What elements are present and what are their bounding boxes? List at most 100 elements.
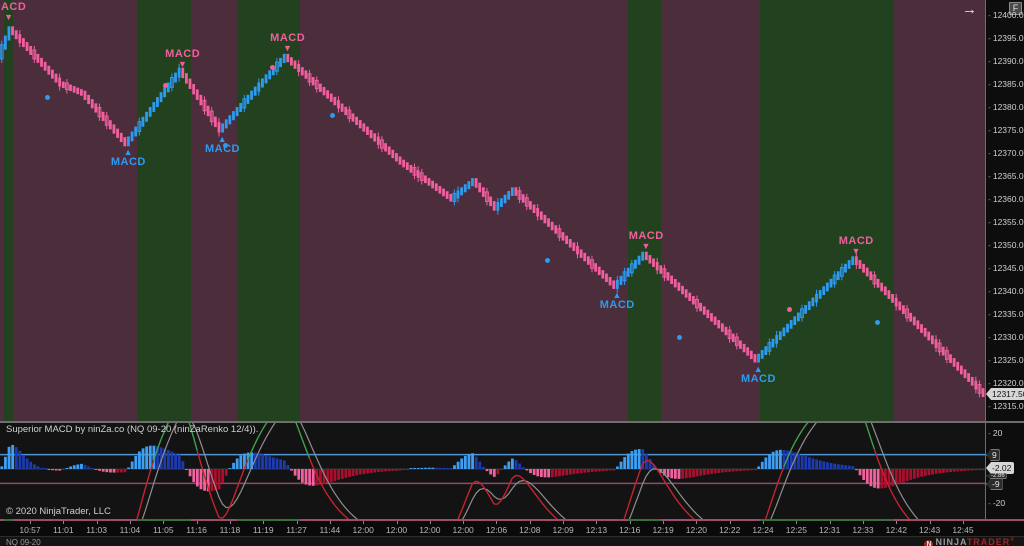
time-tick <box>163 521 165 524</box>
time-label: 12:22 <box>719 525 741 535</box>
time-tick <box>696 521 698 524</box>
time-tick <box>396 521 398 524</box>
time-tick <box>496 521 498 524</box>
macd-signal-label: MACD <box>838 234 874 247</box>
panel-splitter[interactable] <box>0 421 1024 423</box>
down-triangle-icon: ▼ <box>4 11 14 22</box>
price-tick: -12400.00 <box>988 10 1024 20</box>
time-tick <box>896 521 898 524</box>
lower-band-badge: -9 <box>986 478 1003 490</box>
price-tick: -12350.00 <box>988 240 1024 250</box>
time-label: 12:45 <box>952 525 974 535</box>
session-strip-seg <box>628 519 661 521</box>
time-axis[interactable]: 10:57 11:01 11:03 11:04 11:05 11:16 11:18 11:19… <box>0 521 1024 536</box>
price-axis[interactable]: F -12400.00 -12395.00 -12390.00 -12385.00 -1… <box>985 0 1024 519</box>
time-label: 11:44 <box>319 525 341 535</box>
time-tick <box>463 521 465 524</box>
time-tick <box>563 521 565 524</box>
blue-dot-signal <box>545 258 550 263</box>
time-tick <box>96 521 98 524</box>
time-label: 12:00 <box>352 525 374 535</box>
macd-sell-signal: MACD▼ <box>0 1 26 22</box>
time-label: 12:09 <box>552 525 574 535</box>
macd-signal-label: MACD <box>270 31 306 44</box>
time-tick <box>829 521 831 524</box>
session-stripe <box>4 0 13 421</box>
time-label: 12:24 <box>752 525 774 535</box>
macd-signal-label: MACD <box>165 47 201 60</box>
time-label: 12:13 <box>585 525 608 535</box>
blue-dot-signal <box>875 320 880 325</box>
price-tick: -12330.00 <box>988 332 1024 342</box>
macd-buy-signal: ▲ MACD <box>599 290 635 312</box>
time-label: 12:16 <box>619 525 641 535</box>
current-price-badge: 12317.50 <box>986 388 1024 400</box>
time-label: 12:31 <box>819 525 841 535</box>
blue-dot-signal <box>45 95 50 100</box>
time-tick <box>429 521 431 524</box>
price-tick: -12315.00 <box>988 401 1024 411</box>
session-strip-seg <box>137 519 191 521</box>
macd-signal-label: MACD <box>599 299 635 312</box>
price-tick: -12375.00 <box>988 125 1024 135</box>
up-triangle-icon: ▲ <box>753 364 764 375</box>
time-tick <box>796 521 798 524</box>
time-label: 12:33 <box>852 525 874 535</box>
up-triangle-icon: ▲ <box>217 133 228 144</box>
up-triangle-icon: ▲ <box>123 146 134 157</box>
time-label: 10:57 <box>19 525 41 535</box>
price-tick: -12320.00 <box>988 378 1024 388</box>
time-tick <box>263 521 265 524</box>
time-label: 12:08 <box>519 525 541 535</box>
down-triangle-icon: ▼ <box>851 245 861 256</box>
bottom-session-strip <box>0 519 1024 521</box>
macd-sell-signal: MACD▼ <box>629 230 664 251</box>
time-tick <box>863 521 864 524</box>
time-tick <box>596 521 598 524</box>
price-tick: -12325.00 <box>988 355 1024 365</box>
time-label: 12:42 <box>885 525 907 535</box>
time-tick <box>296 521 298 524</box>
ind-axis-bottom: - -20 <box>988 498 1006 508</box>
macd-plot <box>0 423 985 519</box>
macd-sell-signal: MACD▼ <box>165 47 201 69</box>
time-tick <box>329 521 331 524</box>
tab-instrument[interactable]: NQ 09-20 <box>6 538 41 546</box>
time-tick <box>196 521 198 524</box>
signal-value-badge: -2.86 <box>986 473 1007 479</box>
time-tick <box>229 521 231 524</box>
time-label: 12:00 <box>385 525 408 535</box>
time-tick <box>729 521 731 524</box>
upper-band-badge: 9 <box>986 449 1000 461</box>
renko-candles <box>0 26 985 398</box>
time-label: 12:00 <box>452 525 474 535</box>
price-tick: -12365.00 <box>988 171 1024 181</box>
time-tick <box>129 521 131 524</box>
macd-sell-signal: MACD▼ <box>838 234 874 256</box>
session-strip-seg <box>237 519 300 521</box>
time-label: 11:19 <box>252 525 274 535</box>
macd-signal-label: MACD <box>110 155 146 168</box>
time-label: 12:00 <box>419 525 441 535</box>
price-chart-panel[interactable]: MACD▼▲MACDMACD▼▲MACDMACD▼▲MACDMACD▼▲MACD… <box>0 0 985 421</box>
time-label: 11:16 <box>186 525 207 535</box>
time-label: 12:19 <box>652 525 674 535</box>
time-label: 11:05 <box>152 525 174 535</box>
macd-sell-signal: MACD▼ <box>270 31 306 53</box>
time-tick <box>529 521 531 524</box>
time-label: 12:43 <box>918 525 941 535</box>
macd-buy-signal: ▲ MACD <box>110 146 146 168</box>
session-strip-seg <box>4 519 13 521</box>
down-triangle-icon: ▼ <box>177 58 188 69</box>
macd-indicator-panel[interactable]: Superior MACD by ninZa.co (NQ 09-20 (nin… <box>0 423 985 519</box>
time-label: 11:01 <box>52 525 74 535</box>
blue-dot-signal <box>330 113 335 118</box>
price-tick: -12335.00 <box>988 309 1024 319</box>
price-tick: -12395.00 <box>988 33 1024 43</box>
price-tick: -12370.00 <box>988 148 1024 158</box>
session-stripe <box>760 0 894 421</box>
up-triangle-icon: ▲ <box>612 290 622 301</box>
time-tick <box>962 521 964 524</box>
macd-signal-label: MACD <box>205 142 240 155</box>
